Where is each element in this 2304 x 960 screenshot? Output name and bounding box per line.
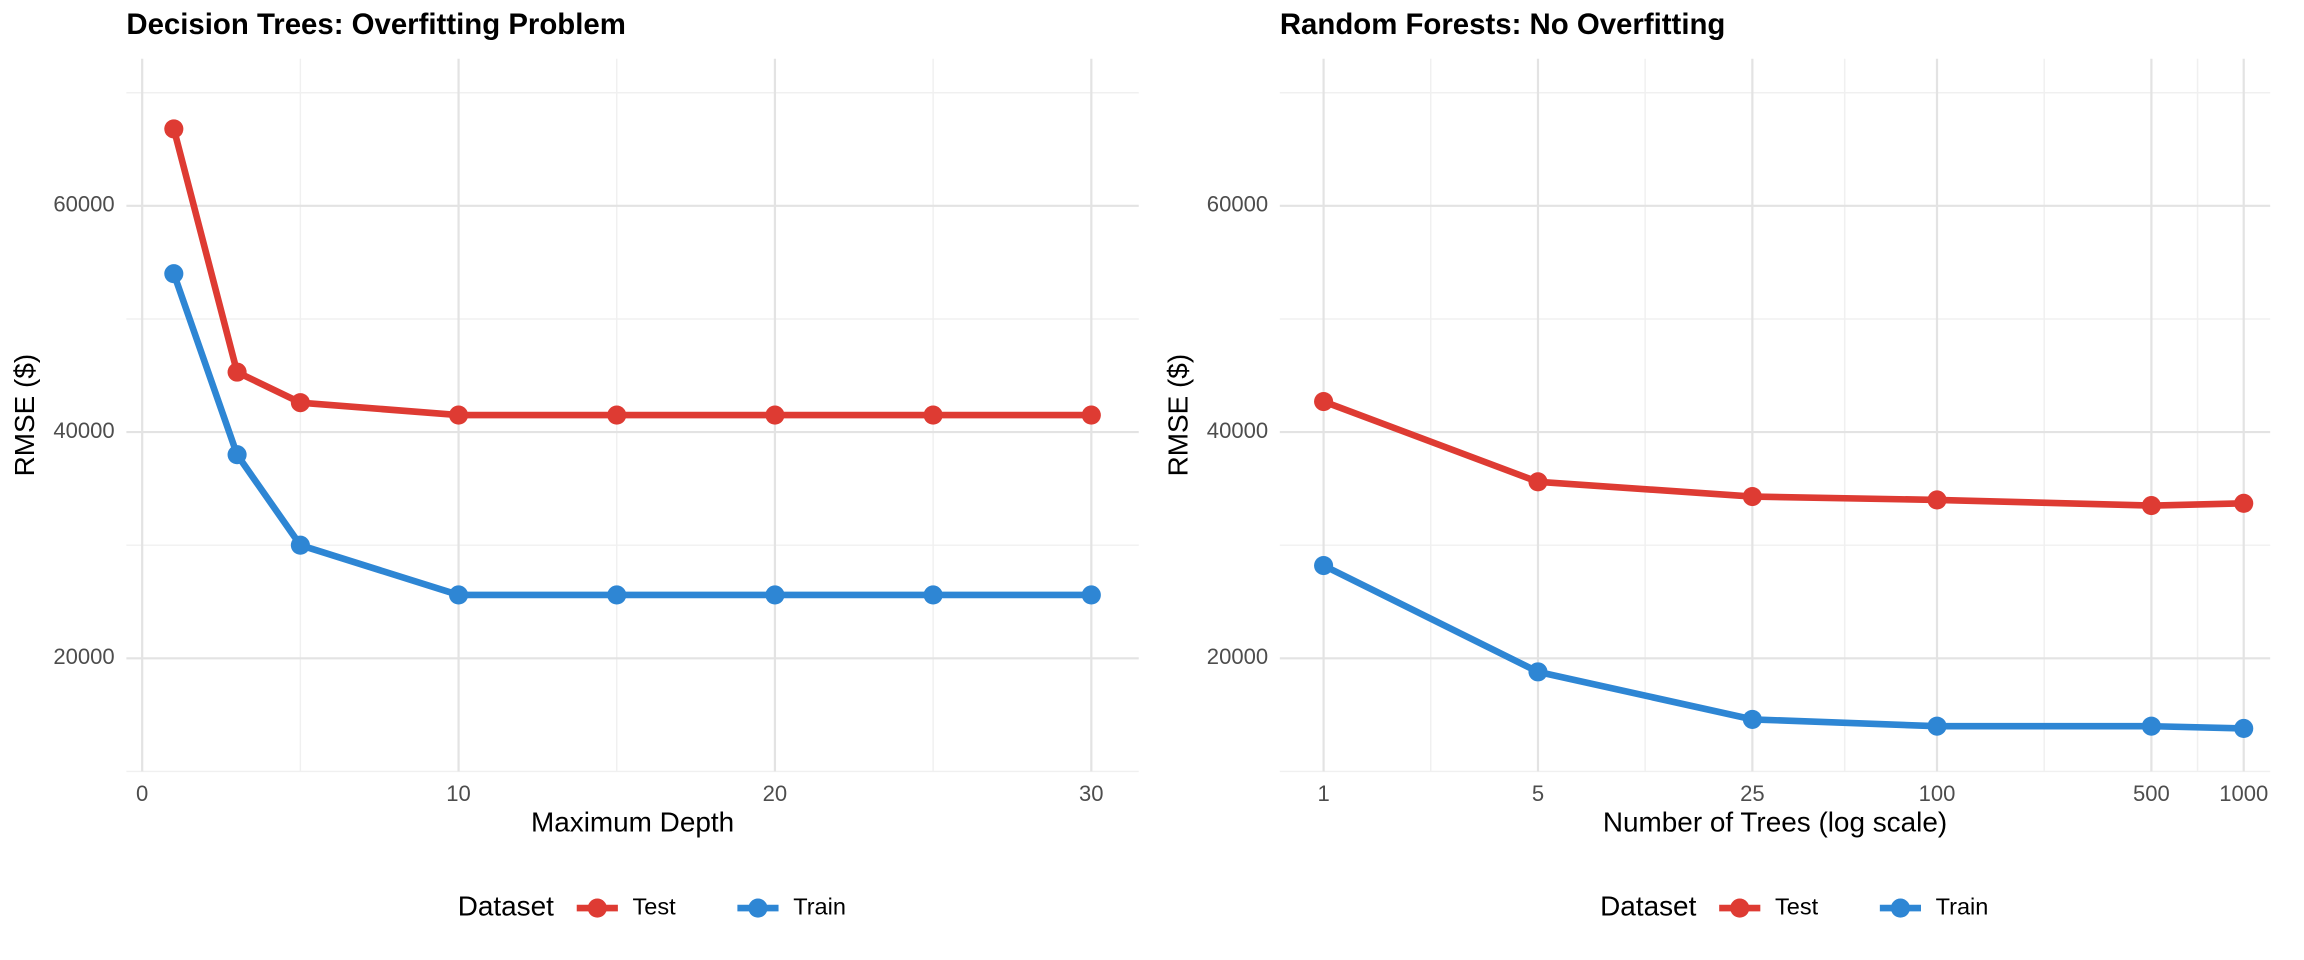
legend-title: Dataset <box>1600 890 1696 921</box>
point <box>1314 556 1334 576</box>
x-tick-label: 100 <box>1919 781 1956 806</box>
point <box>1927 490 1947 510</box>
x-tick-label: 1000 <box>2219 781 2268 806</box>
point <box>923 585 943 605</box>
series-line <box>1322 562 2244 732</box>
y-tick-label: 20000 <box>1207 644 1268 669</box>
legend-key-point <box>748 898 768 918</box>
point <box>923 405 943 425</box>
point <box>1314 391 1334 412</box>
y-tick-label: 60000 <box>53 192 114 217</box>
point <box>1742 709 1762 729</box>
x-axis-title: Number of Trees (log scale) <box>1603 807 1947 838</box>
point <box>1081 405 1101 425</box>
x-tick-label: 5 <box>1532 781 1544 806</box>
point <box>227 445 247 465</box>
point <box>607 585 627 605</box>
point <box>2234 718 2254 738</box>
legend-key-point <box>1890 898 1910 918</box>
series-line <box>1322 398 2244 509</box>
point <box>164 119 184 139</box>
point <box>765 405 785 425</box>
legend-label: Test <box>1775 893 1819 919</box>
point <box>1927 716 1947 736</box>
y-axis-title: RMSE ($) <box>9 354 40 476</box>
point <box>2141 496 2161 516</box>
point <box>164 264 184 284</box>
point <box>1742 486 1762 507</box>
point <box>2141 716 2161 736</box>
x-tick-label: 500 <box>2133 781 2170 806</box>
point <box>607 405 627 425</box>
point <box>1528 472 1548 492</box>
point <box>449 585 469 605</box>
y-tick-label: 20000 <box>53 644 114 669</box>
legend-label: Train <box>1936 893 1989 919</box>
point <box>1081 585 1101 605</box>
point <box>449 405 469 425</box>
x-tick-label: 10 <box>446 781 471 806</box>
legend-key-point <box>1730 898 1750 918</box>
y-axis-title: RMSE ($) <box>1162 354 1193 476</box>
series-line <box>170 272 1092 599</box>
x-tick-label: 25 <box>1740 781 1765 806</box>
y-tick-label: 40000 <box>53 418 114 443</box>
point <box>227 362 247 382</box>
point <box>2234 493 2254 513</box>
y-tick-label: 40000 <box>1207 418 1268 443</box>
x-tick-label: 30 <box>1079 781 1104 806</box>
legend-label: Train <box>793 893 846 919</box>
legend-title: Dataset <box>458 890 554 921</box>
chart-title: Random Forests: No Overfitting <box>1280 8 1726 41</box>
x-tick-label: 0 <box>136 781 148 806</box>
point <box>765 585 785 605</box>
point <box>290 393 310 413</box>
chart-title: Decision Trees: Overfitting Problem <box>126 8 626 41</box>
x-tick-label: 1 <box>1317 781 1329 806</box>
x-axis-title: Maximum Depth <box>531 807 734 838</box>
point <box>1528 662 1548 682</box>
point <box>290 535 310 555</box>
x-tick-label: 20 <box>763 781 788 806</box>
legend-label: Test <box>633 893 677 919</box>
y-tick-label: 60000 <box>1207 192 1268 217</box>
legend-key-point <box>587 898 607 918</box>
series-line <box>170 128 1092 419</box>
